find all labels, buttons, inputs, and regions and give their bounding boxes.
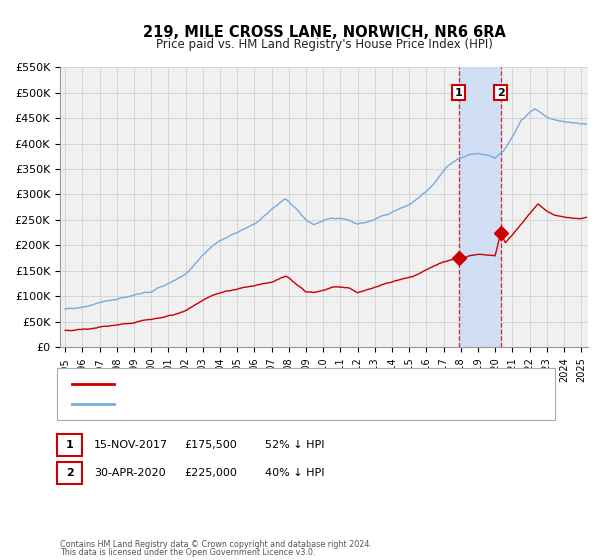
Text: 219, MILE CROSS LANE, NORWICH, NR6 6RA (detached house): 219, MILE CROSS LANE, NORWICH, NR6 6RA (… (123, 379, 448, 389)
Text: 219, MILE CROSS LANE, NORWICH, NR6 6RA: 219, MILE CROSS LANE, NORWICH, NR6 6RA (143, 25, 505, 40)
Text: 2: 2 (66, 468, 73, 478)
Text: £175,500: £175,500 (184, 440, 237, 450)
Text: 30-APR-2020: 30-APR-2020 (94, 468, 166, 478)
Text: 15-NOV-2017: 15-NOV-2017 (94, 440, 169, 450)
Text: Price paid vs. HM Land Registry's House Price Index (HPI): Price paid vs. HM Land Registry's House … (155, 38, 493, 51)
Text: Contains HM Land Registry data © Crown copyright and database right 2024.: Contains HM Land Registry data © Crown c… (60, 540, 372, 549)
Text: 1: 1 (66, 440, 73, 450)
Text: 40% ↓ HPI: 40% ↓ HPI (265, 468, 325, 478)
Text: £225,000: £225,000 (184, 468, 237, 478)
Text: 1: 1 (455, 88, 463, 97)
Bar (458, 67, 501, 347)
Text: This data is licensed under the Open Government Licence v3.0.: This data is licensed under the Open Gov… (60, 548, 316, 557)
Text: 52% ↓ HPI: 52% ↓ HPI (265, 440, 325, 450)
Text: 2: 2 (497, 88, 505, 97)
Text: HPI: Average price, detached house, Norwich: HPI: Average price, detached house, Norw… (123, 399, 358, 409)
